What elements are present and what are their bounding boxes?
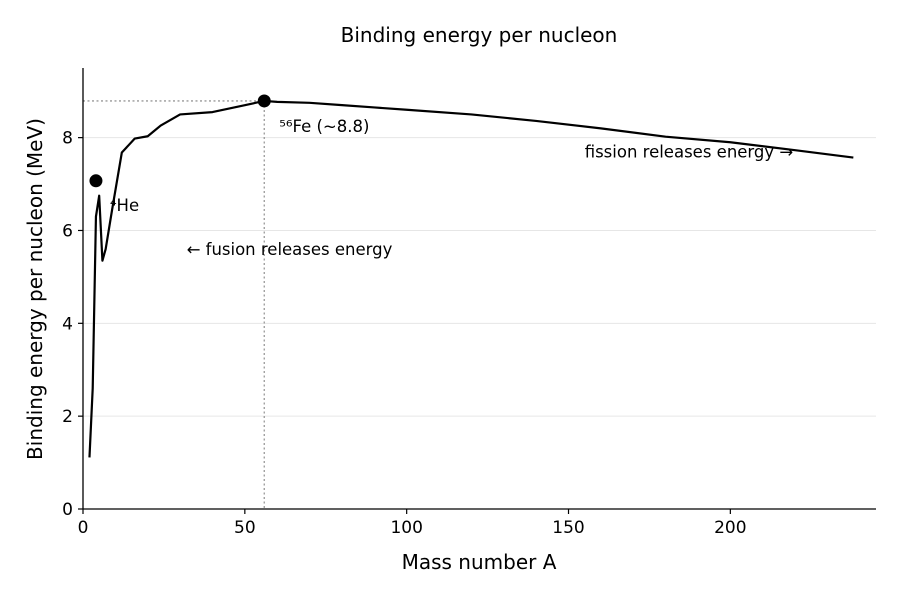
- y-tick-label: 2: [62, 407, 73, 427]
- axes: [82, 68, 876, 510]
- x-tick-label: 0: [78, 518, 89, 538]
- highlight-point-label: ⁴He: [110, 196, 139, 215]
- y-tick-label: 4: [62, 314, 73, 334]
- x-tick-label: 50: [234, 518, 256, 538]
- highlight-point: [89, 174, 103, 188]
- grid-lines: [83, 137, 876, 417]
- series-line-0: [88, 99, 854, 458]
- x-tick-label: 100: [390, 518, 422, 538]
- y-tick-label: 6: [62, 221, 73, 241]
- chart-title: Binding energy per nucleon: [341, 23, 618, 47]
- reference-lines: [83, 100, 265, 509]
- y-tick-label: 0: [62, 500, 73, 520]
- annotation-text: ← fusion releases energy: [187, 240, 393, 259]
- annotations: ← fusion releases energy fission releases…: [187, 143, 794, 259]
- highlight-point: [257, 94, 271, 108]
- x-axis-title: Mass number A: [402, 550, 557, 574]
- y-tick-label: 8: [62, 129, 73, 149]
- highlight-point-label: ⁵⁶Fe (~8.8): [279, 117, 369, 136]
- y-axis-title: Binding energy per nucleon (MeV): [23, 118, 47, 460]
- x-tick-label: 200: [714, 518, 746, 538]
- annotation-text: fission releases energy →: [585, 143, 794, 162]
- x-tick-label: 150: [552, 518, 584, 538]
- highlight-points: ⁴He ⁵⁶Fe (~8.8): [89, 94, 369, 215]
- ticks: 0 50 100 150 200 0 2 4 6 8: [62, 129, 746, 538]
- series-layer: [88, 99, 854, 458]
